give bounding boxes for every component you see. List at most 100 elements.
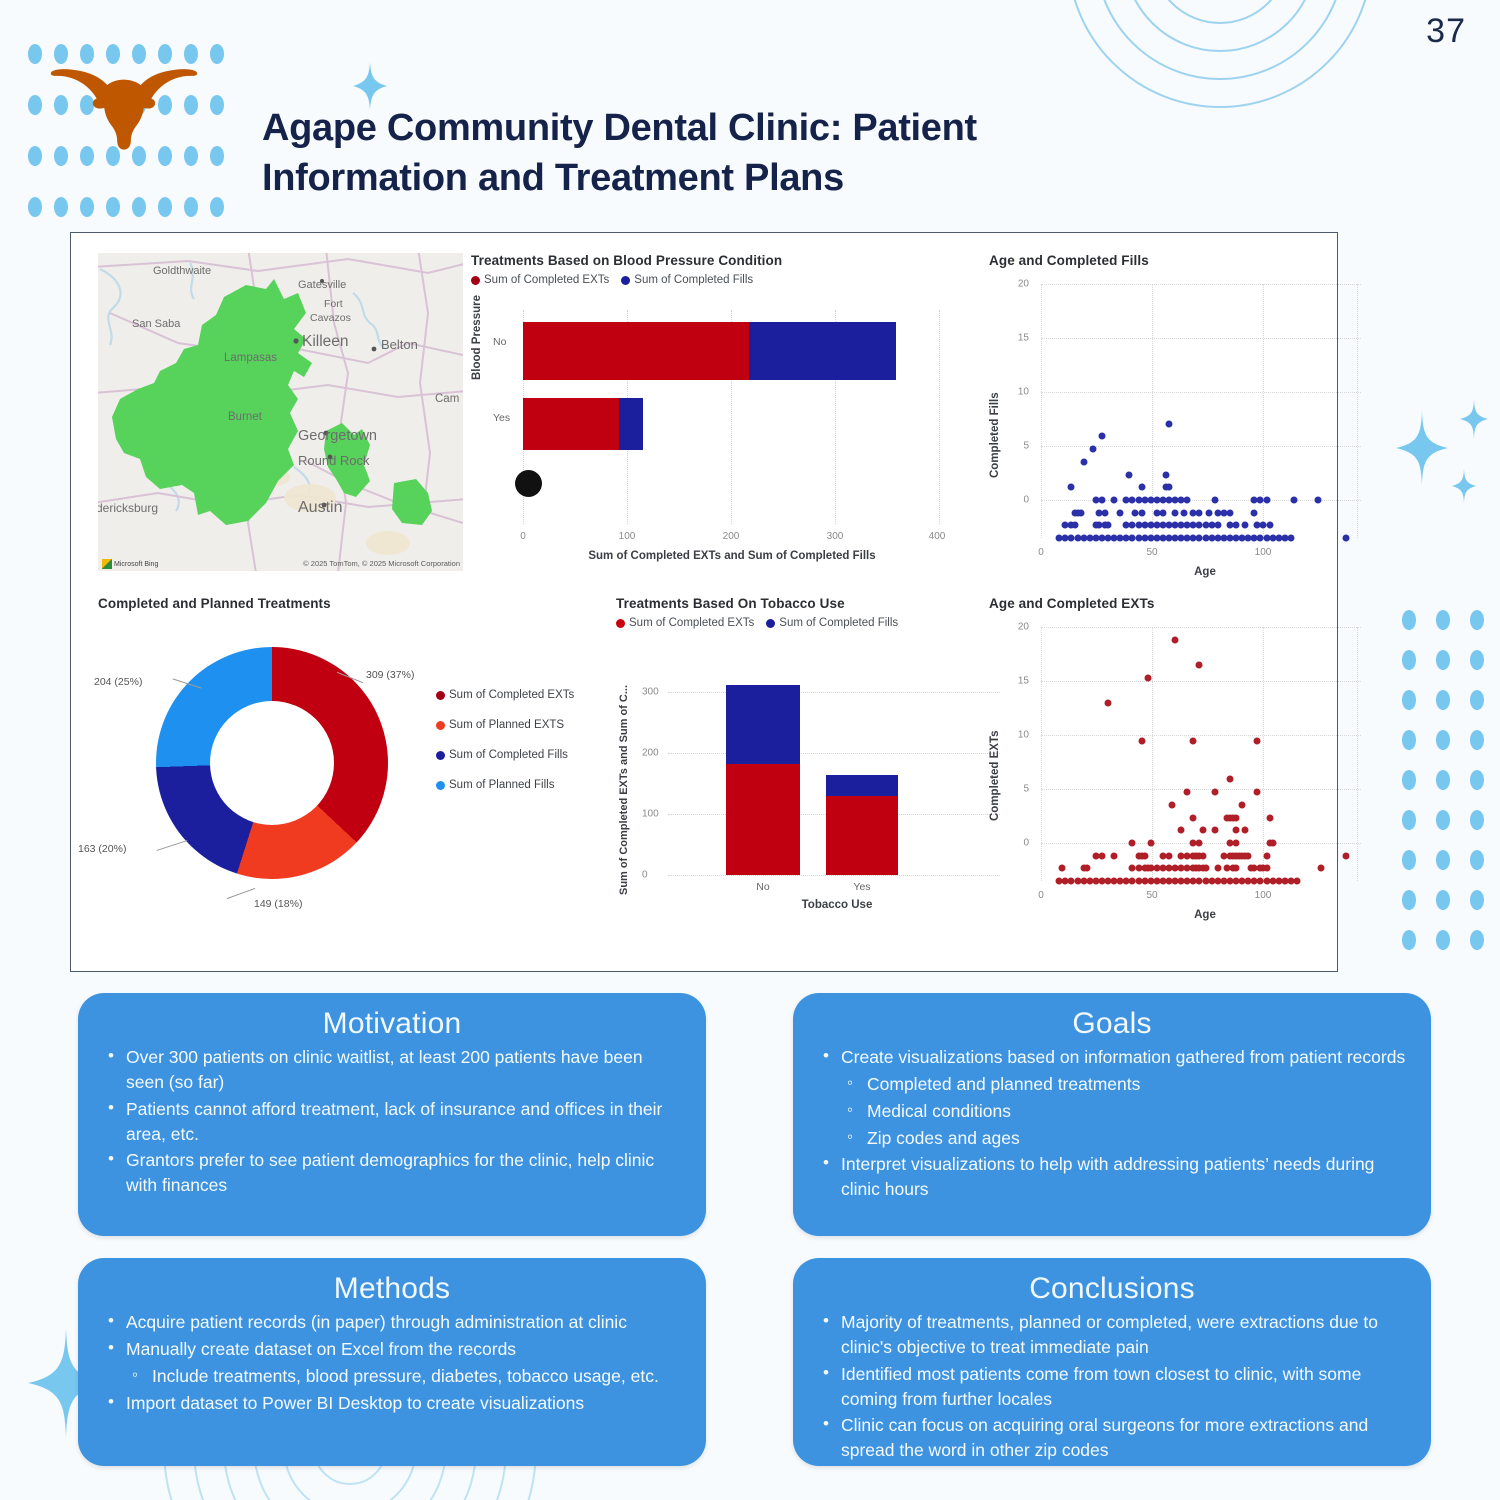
scatter-point[interactable]: [1165, 877, 1173, 885]
scatter-point[interactable]: [1098, 496, 1106, 504]
scatter-point[interactable]: [1098, 534, 1106, 542]
scatter-point[interactable]: [1153, 509, 1161, 517]
scatter-point[interactable]: [1159, 877, 1167, 885]
scatter-point[interactable]: [1171, 877, 1179, 885]
scatter-point[interactable]: [1269, 877, 1277, 885]
scatter-point[interactable]: [1104, 521, 1112, 529]
scatter-point[interactable]: [1241, 521, 1249, 529]
scatter-point[interactable]: [1263, 534, 1271, 542]
scatter-point[interactable]: [1189, 737, 1197, 745]
scatter-point[interactable]: [1287, 877, 1295, 885]
scatter-point[interactable]: [1168, 801, 1176, 809]
scatter-point[interactable]: [1141, 496, 1149, 504]
scatter-point[interactable]: [1138, 737, 1146, 745]
scatter-point[interactable]: [1055, 877, 1063, 885]
scatter-point[interactable]: [1122, 877, 1130, 885]
scatter-point[interactable]: [1159, 852, 1167, 860]
scatter-point[interactable]: [1128, 521, 1136, 529]
bar-column-no[interactable]: [726, 685, 800, 875]
scatter-point[interactable]: [1250, 534, 1258, 542]
scatter-point[interactable]: [1171, 521, 1179, 529]
scatter-point[interactable]: [1177, 826, 1185, 834]
scatter-point[interactable]: [1266, 521, 1274, 529]
scatter-point[interactable]: [1259, 521, 1267, 529]
scatter-point[interactable]: [1238, 877, 1246, 885]
scatter-point[interactable]: [1116, 877, 1124, 885]
scatter-point[interactable]: [1205, 509, 1213, 517]
scatter-point[interactable]: [1195, 839, 1203, 847]
scatter-point[interactable]: [1263, 852, 1271, 860]
scatter-point[interactable]: [1183, 534, 1191, 542]
scatter-point[interactable]: [1153, 521, 1161, 529]
scatter-point[interactable]: [1214, 864, 1222, 872]
scatter-point[interactable]: [1195, 521, 1203, 529]
scatter-point[interactable]: [1195, 661, 1203, 669]
scatter-point[interactable]: [1256, 496, 1264, 504]
scatter-point[interactable]: [1074, 534, 1082, 542]
scatter-point[interactable]: [1098, 877, 1106, 885]
scatter-point[interactable]: [1211, 788, 1219, 796]
scatter-point[interactable]: [1189, 509, 1197, 517]
scatter-point[interactable]: [1080, 877, 1088, 885]
scatter-point[interactable]: [1269, 534, 1277, 542]
scatter-point[interactable]: [1171, 496, 1179, 504]
scatter-point[interactable]: [1116, 509, 1124, 517]
scatter-point[interactable]: [1089, 445, 1097, 453]
scatter-point[interactable]: [1250, 877, 1258, 885]
age-completed-exts-scatter-chart[interactable]: Age and Completed EXTs Completed EXTs 0 …: [989, 596, 1369, 944]
scatter-point[interactable]: [1244, 877, 1252, 885]
scatter-point[interactable]: [1058, 864, 1066, 872]
scatter-point[interactable]: [1183, 788, 1191, 796]
scatter-point[interactable]: [1128, 534, 1136, 542]
scatter-point[interactable]: [1122, 534, 1130, 542]
scatter-point[interactable]: [1104, 877, 1112, 885]
scatter-point[interactable]: [1281, 534, 1289, 542]
scatter-point[interactable]: [1135, 521, 1143, 529]
scatter-point[interactable]: [1211, 826, 1219, 834]
scatter-point[interactable]: [1165, 852, 1173, 860]
scatter-point[interactable]: [1223, 864, 1231, 872]
scatter-point[interactable]: [1287, 534, 1295, 542]
scatter-point[interactable]: [1074, 877, 1082, 885]
scatter-point[interactable]: [1138, 509, 1146, 517]
bar-row-no[interactable]: [523, 322, 939, 380]
scatter-point[interactable]: [1165, 483, 1173, 491]
scatter-point[interactable]: [1189, 877, 1197, 885]
scatter-point[interactable]: [1244, 852, 1252, 860]
legend-item[interactable]: Sum of Completed Fills: [436, 749, 574, 761]
scatter-point[interactable]: [1147, 839, 1155, 847]
scatter-point[interactable]: [1128, 864, 1136, 872]
scatter-point[interactable]: [1214, 534, 1222, 542]
scatter-point[interactable]: [1232, 814, 1240, 821]
scatter-point[interactable]: [1244, 534, 1252, 542]
tobacco-use-bar-chart[interactable]: Treatments Based On Tobacco Use Sum of C…: [616, 596, 1006, 951]
scatter-point[interactable]: [1226, 509, 1234, 517]
scatter-point[interactable]: [1080, 458, 1088, 466]
scatter-point[interactable]: [1144, 674, 1152, 682]
scatter-point[interactable]: [1171, 636, 1179, 644]
scatter-point[interactable]: [1232, 864, 1240, 872]
scatter-point[interactable]: [1177, 864, 1185, 872]
scatter-point[interactable]: [1226, 534, 1234, 542]
scatter-point[interactable]: [1199, 852, 1207, 860]
scatter-point[interactable]: [1263, 877, 1271, 885]
scatter-point[interactable]: [1208, 534, 1216, 542]
scatter-point[interactable]: [1177, 521, 1185, 529]
scatter-point[interactable]: [1220, 509, 1228, 517]
scatter-point[interactable]: [1177, 852, 1185, 860]
scatter-point[interactable]: [1208, 877, 1216, 885]
scatter-point[interactable]: [1125, 471, 1133, 478]
scatter-point[interactable]: [1253, 521, 1261, 529]
scatter-point[interactable]: [1095, 509, 1103, 517]
scatter-point[interactable]: [1214, 521, 1222, 529]
scatter-point[interactable]: [1189, 521, 1197, 529]
scatter-point[interactable]: [1122, 521, 1130, 529]
scatter-point[interactable]: [1263, 496, 1271, 504]
scatter-point[interactable]: [1232, 839, 1240, 847]
scatter-point[interactable]: [1159, 496, 1167, 504]
scatter-point[interactable]: [1232, 534, 1240, 542]
scatter-point[interactable]: [1165, 534, 1173, 542]
scatter-point[interactable]: [1086, 534, 1094, 542]
legend-item[interactable]: Sum of Completed EXTs: [471, 274, 609, 286]
scatter-point[interactable]: [1275, 877, 1283, 885]
